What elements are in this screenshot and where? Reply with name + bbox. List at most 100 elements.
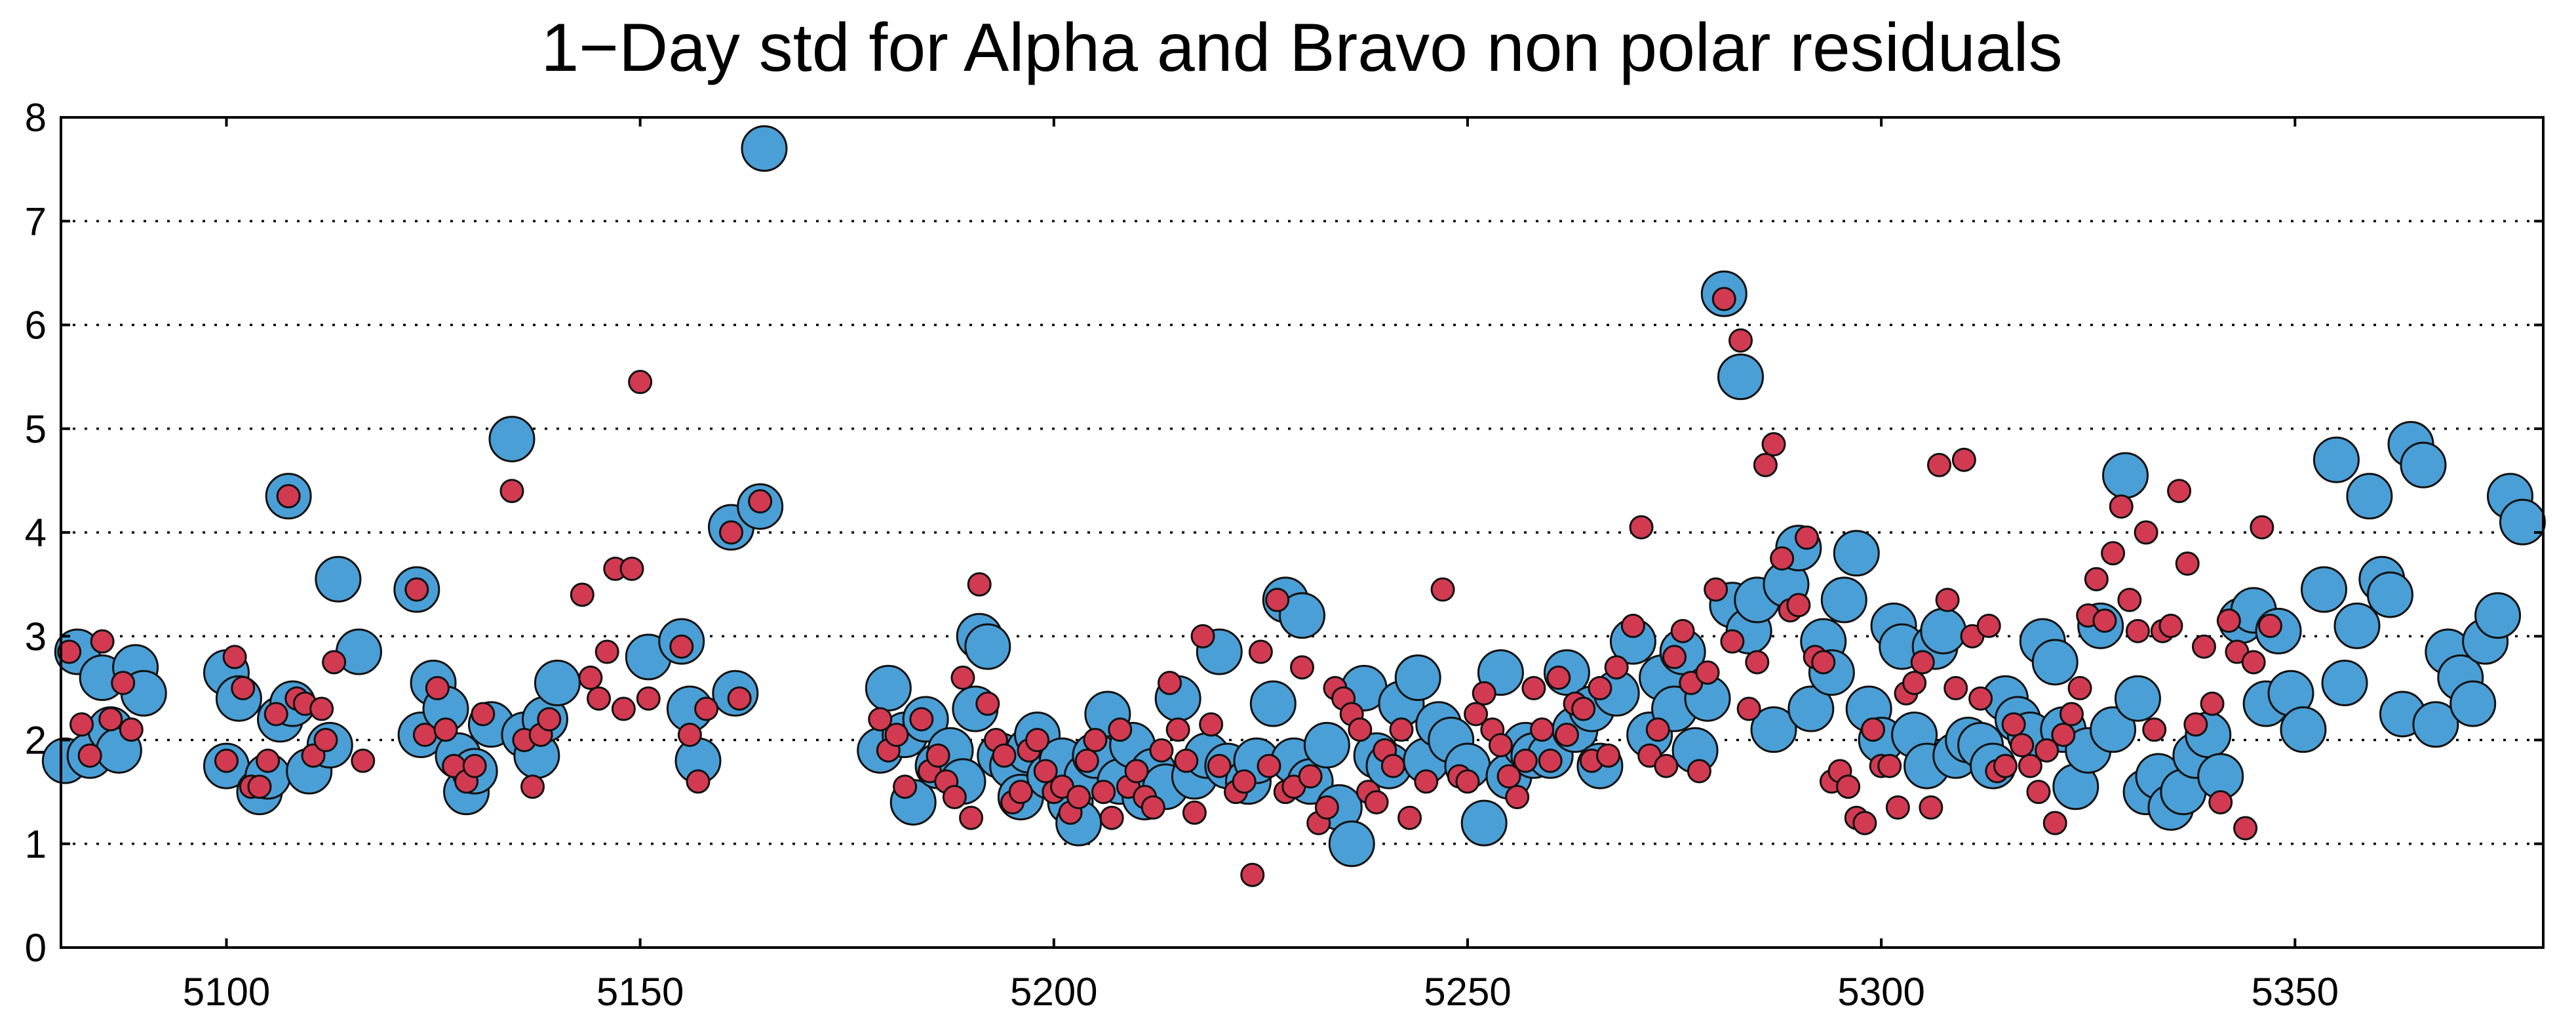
bravo-point <box>1670 618 1695 643</box>
alpha-point <box>2400 441 2447 489</box>
alpha-point <box>1460 799 1508 847</box>
bravo-point <box>677 723 702 748</box>
bravo-point <box>1066 785 1091 810</box>
bravo-point <box>2051 723 2076 748</box>
bravo-point <box>471 702 496 727</box>
bravo-point <box>1786 593 1811 618</box>
bravo-point <box>1389 717 1414 742</box>
bravo-point <box>1240 862 1265 887</box>
bravo-point <box>214 748 239 773</box>
alpha-point <box>2031 639 2078 686</box>
bravo-point <box>2125 618 2150 643</box>
bravo-point <box>1861 717 1886 742</box>
alpha-point <box>1820 576 1867 624</box>
bravo-point <box>247 774 272 799</box>
bravo-point <box>2101 541 2126 566</box>
bravo-point <box>1745 650 1770 675</box>
alpha-point <box>2102 452 2149 499</box>
bravo-point <box>1108 717 1133 742</box>
bravo-point <box>2241 650 2266 675</box>
bravo-point <box>2257 613 2282 638</box>
alpha-point <box>1249 680 1297 727</box>
bravo-point <box>2142 717 2167 742</box>
bravo-point <box>1546 666 1571 691</box>
bravo-point <box>1704 577 1728 602</box>
x-tick-label: 5100 <box>183 970 270 1014</box>
bravo-point <box>57 639 82 664</box>
bravo-point <box>404 577 429 602</box>
bravo-point <box>1008 780 1033 805</box>
bravo-point <box>578 666 603 691</box>
bravo-point <box>2191 634 2216 659</box>
bravo-point <box>1968 686 1993 711</box>
bravo-point <box>1141 795 1165 820</box>
alpha-point <box>2474 592 2522 639</box>
bravo-point <box>2092 609 2117 633</box>
alpha-point <box>534 659 581 706</box>
bravo-point <box>2167 479 2192 504</box>
bravo-point <box>2208 790 2233 814</box>
bravo-point <box>309 696 334 721</box>
bravo-point <box>669 634 694 659</box>
alpha-point <box>1279 592 1325 639</box>
x-tick-label: 5200 <box>1010 970 1097 1014</box>
alpha-point <box>2090 706 2137 753</box>
bravo-point <box>975 691 1000 716</box>
bravo-point <box>2059 702 2084 727</box>
bravo-point <box>1596 743 1621 768</box>
bravo-point <box>412 723 437 748</box>
bravo-point <box>1348 717 1373 742</box>
bravo-point <box>1124 759 1149 784</box>
bravo-point <box>2200 691 2225 716</box>
bravo-point <box>1472 681 1496 706</box>
alpha-point <box>2499 498 2546 546</box>
bravo-point <box>1654 753 1679 778</box>
bravo-point <box>1464 702 1489 727</box>
bravo-point <box>950 666 975 691</box>
bravo-point <box>1182 800 1207 825</box>
bravo-point <box>1662 645 1687 670</box>
chart-title: 1−Day std for Alpha and Bravo non polar … <box>541 10 2062 86</box>
alpha-point <box>1787 685 1835 732</box>
bravo-point <box>90 629 115 654</box>
series-bravo-points <box>57 287 2282 887</box>
bravo-point <box>2026 780 2051 805</box>
alpha-point <box>1750 706 1797 753</box>
bravo-point <box>595 639 619 664</box>
bravo-point <box>909 707 934 732</box>
bravo-point <box>313 728 338 752</box>
x-tick-label: 5350 <box>2252 970 2339 1014</box>
bravo-point <box>1165 717 1190 742</box>
y-tick-label: 3 <box>25 614 47 658</box>
bravo-point <box>2183 712 2208 737</box>
bravo-point <box>748 489 773 514</box>
alpha-point <box>2366 571 2413 618</box>
bravo-point <box>98 707 123 732</box>
bravo-point <box>1645 717 1670 742</box>
bravo-point <box>694 696 719 721</box>
y-tick-label: 8 <box>25 96 47 140</box>
bravo-point <box>1728 328 1753 353</box>
axis-ticks: 0 1 2 3 4 5 6 7 8 5100 5150 5200 5250 5300 5350 <box>25 96 2543 1014</box>
bravo-point <box>2134 520 2158 545</box>
y-tick-label: 1 <box>25 822 47 866</box>
bravo-point <box>1149 738 1174 763</box>
bravo-point <box>77 743 102 768</box>
bravo-point <box>1770 546 1795 571</box>
bravo-point <box>1588 675 1612 700</box>
alpha-point <box>2346 473 2393 520</box>
bravo-point <box>2117 588 2142 612</box>
bravo-point <box>1695 660 1720 685</box>
bravo-point <box>1248 639 1273 664</box>
bravo-point <box>893 774 918 799</box>
bravo-point <box>2233 816 2258 841</box>
bravo-point <box>1795 525 1820 550</box>
bravo-point <box>1753 452 1778 477</box>
alpha-point <box>2412 701 2459 748</box>
bravo-point <box>967 572 992 597</box>
bravo-point <box>1620 613 1645 638</box>
bravo-point <box>1993 753 2018 778</box>
y-tick-label: 0 <box>25 926 47 970</box>
